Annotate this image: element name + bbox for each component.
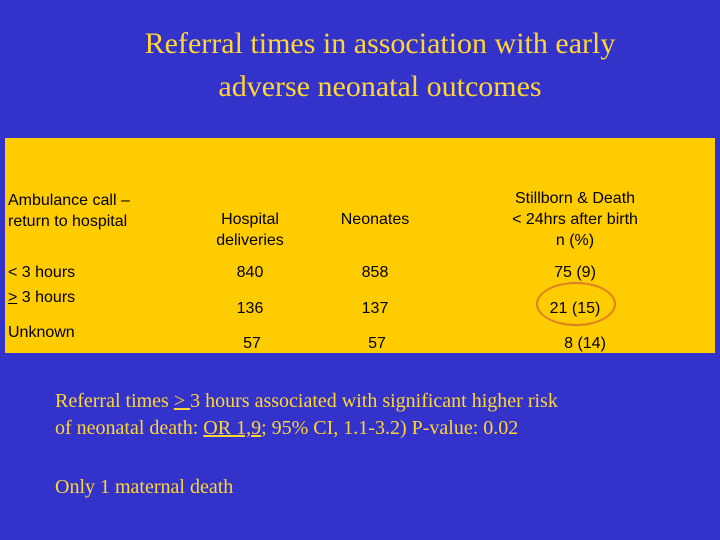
note-line2-post: ; 95% CI, 1.1-3.2) P-value: 0.02 [261,417,519,439]
note-odds-ratio: OR 1,9 [203,417,262,439]
row2-label-symbol: > [8,289,18,306]
row3-outcome: 8 (14) [564,335,606,352]
header-hospital-deliveries: Hospital deliveries [185,209,315,251]
header-outcome-line2: < 24hrs after birth [512,211,638,228]
note-line-2: of neonatal death: OR 1,9; 95% CI, 1.1-3… [55,415,518,442]
title-line-1: Referral times in association with early [144,27,616,60]
note-line1-symbol: > [173,390,191,412]
row2-neonates: 137 [361,300,389,317]
header-hospital-line1: Hospital [221,211,279,228]
row2-hospital: 136 [236,300,264,317]
header-ambulance-line1: Ambulance call – [8,192,130,209]
referral-table: Ambulance call – return to hospital Hosp… [5,138,715,353]
row3-neonates: 57 [368,335,386,352]
row1-neonates: 858 [361,264,389,281]
note-line1-post: 3 hours associated with significant high… [190,390,558,412]
note-maternal-death: Only 1 maternal death [55,476,234,498]
header-outcome-line1: Stillborn & Death [514,190,636,207]
highlight-oval [536,282,616,326]
slide-title: Referral times in association with early… [0,22,720,108]
header-outcome-line3: n (%) [555,232,595,249]
row2-label-rest: 3 hours [17,289,76,306]
header-ambulance-line2: return to hospital [8,213,128,230]
row3-hospital: 57 [243,335,261,352]
row1-label: < 3 hours [8,264,76,281]
row2-label: > 3 hours [8,287,75,308]
header-outcome: Stillborn & Death < 24hrs after birth n … [465,188,685,251]
header-neonates: Neonates [340,211,410,228]
note-line1-pre: Referral times [55,390,174,412]
row1-outcome: 75 (9) [554,264,596,281]
row1-hospital: 840 [236,264,264,281]
note-line-1: Referral times > 3 hours associated with… [55,388,558,415]
row3-label: Unknown [8,324,75,341]
header-hospital-line2: deliveries [216,232,284,249]
note-line2-pre: of neonatal death: [55,417,204,439]
header-ambulance: Ambulance call – return to hospital [8,190,178,232]
title-line-2: adverse neonatal outcomes [218,70,542,103]
